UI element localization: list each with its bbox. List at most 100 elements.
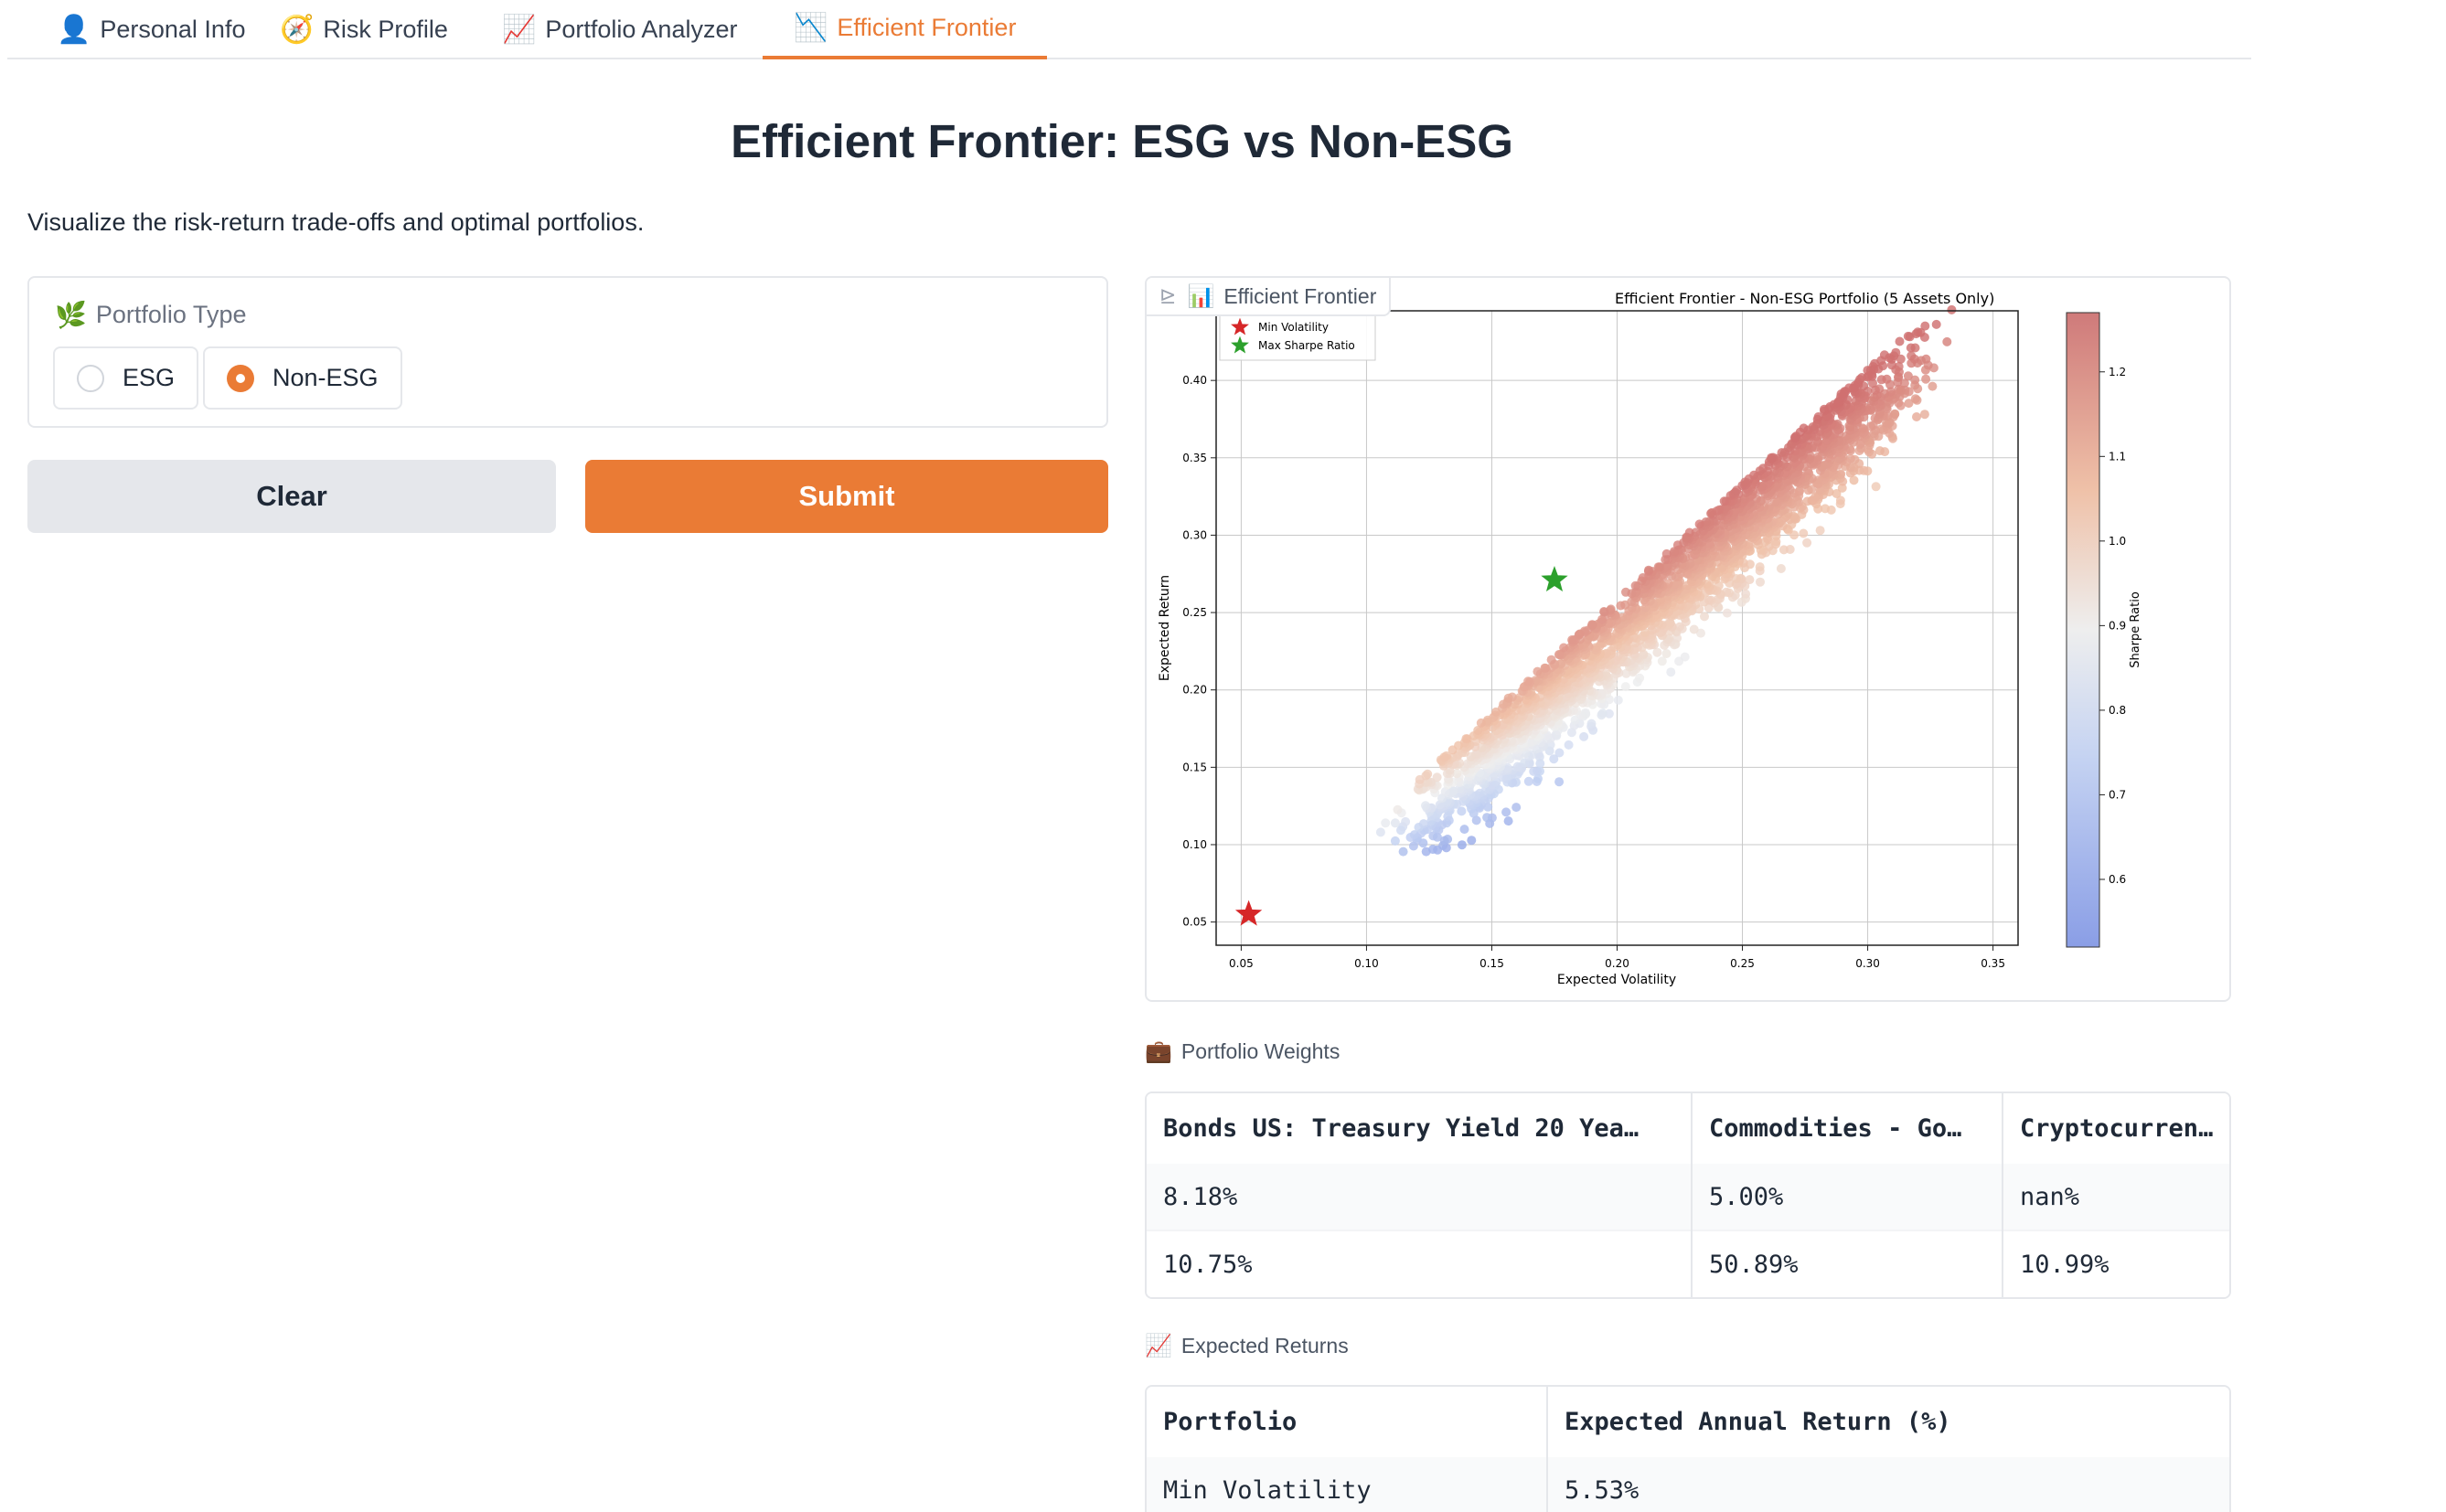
scatter-point [1837,483,1847,493]
x-axis-label: Expected Volatility [1557,973,1676,987]
scatter-point [1644,565,1653,575]
scatter-point [1680,652,1690,662]
scatter-point [1467,836,1477,846]
portfolio-type-label: 🌿 Portfolio Type [55,300,246,330]
scatter-point [1776,564,1786,573]
scatter-point [1491,707,1501,717]
y-tick-label: 0.30 [1182,528,1207,541]
legend-label: Min Volatility [1258,321,1329,334]
chart-title: Efficient Frontier - Non-ESG Portfolio (… [1615,290,1994,307]
scatter-point [1942,336,1952,346]
tab-portfolio-analyzer[interactable]: 📈 Portfolio Analyzer [471,0,768,59]
radio-esg[interactable]: ESG [53,346,199,410]
scatter-point [1666,667,1676,677]
scatter-point [1899,378,1909,389]
efficient-frontier-chart: Efficient Frontier - Non-ESG Portfolio (… [1158,290,2142,987]
table-cell[interactable]: 5.00% [1692,1164,2003,1230]
colorbar-tick-label: 0.6 [2109,873,2126,886]
table-cell[interactable]: 8.18% [1147,1164,1693,1230]
scatter-point [1616,601,1626,611]
colorbar-tick-label: 0.7 [2109,788,2126,801]
table-header[interactable]: Portfolio [1147,1387,1548,1457]
table-header[interactable]: Bonds US: Treasury Yield 20 Yea… [1147,1093,1693,1164]
scatter-point [1931,319,1941,329]
scatter-point [1836,389,1846,399]
scatter-point [1832,489,1842,498]
scatter-point [1621,587,1630,597]
expected-returns-label: 📈 Expected Returns [1145,1333,1349,1359]
scatter-point [1418,819,1428,829]
scatter-point [1661,649,1672,658]
tab-risk-profile[interactable]: 🧭 Risk Profile [249,0,479,59]
scatter-point [1707,507,1717,517]
scatter-point [1865,421,1875,431]
scatter-point [1554,777,1565,787]
scatter-point [1401,816,1411,826]
chart-up-icon: 📈 [1145,1334,1172,1358]
page-subtitle: Visualize the risk-return trade-offs and… [27,208,645,236]
plot-label: ⊵ 📊 Efficient Frontier [1147,278,1392,316]
tab-label: Personal Info [100,16,246,43]
table-cell[interactable]: 50.89% [1692,1230,2003,1297]
x-tick-label: 0.25 [1730,957,1755,970]
x-tick-label: 0.20 [1605,957,1629,970]
scatter-point [1912,412,1921,421]
scatter-point [1845,453,1855,463]
portfolio-type-label-text: Portfolio Type [95,301,247,328]
table-cell[interactable]: 10.75% [1147,1230,1693,1297]
tab-personal-info[interactable]: 👤 Personal Info [26,0,276,59]
scatter-point [1512,761,1522,772]
scatter-point [1432,772,1442,783]
table-cell[interactable]: nan% [2003,1164,2229,1230]
scatter-point [1913,327,1923,337]
table-cell[interactable]: Min Volatility [1147,1457,1548,1512]
scatter-point [1849,475,1859,485]
scatter-point [1452,769,1462,779]
radio-non-esg[interactable]: Non-ESG [203,346,402,410]
scatter-point [1906,343,1916,353]
min-volatility-marker [1234,900,1263,926]
scatter-point [1835,495,1845,506]
scatter-point [1523,776,1533,786]
leaf-icon: 🌿 [55,301,87,329]
scatter-point [1661,548,1672,559]
portfolio-weights-label: 💼 Portfolio Weights [1145,1038,1340,1065]
radio-unchecked-icon[interactable] [77,364,104,392]
submit-button[interactable]: Submit [585,460,1108,533]
scatter-point [1696,628,1705,638]
scatter-point [1684,527,1694,538]
scatter-point [1471,815,1481,825]
table-header[interactable]: Cryptocurrency [2003,1093,2229,1164]
scatter-point [1767,453,1777,463]
radio-checked-icon[interactable] [227,364,254,392]
colorbar-tick-label: 1.0 [2109,535,2126,548]
scatter-point [1579,731,1589,741]
table-header[interactable]: Commodities - Go… [1692,1093,2003,1164]
scatter-point [1423,769,1433,779]
scatter-point [1457,806,1467,816]
radio-label: Non-ESG [272,364,379,391]
scatter-point [1514,693,1524,703]
table-row: 10.75% 50.89% 10.99% [1147,1230,2229,1297]
scatter-point [1870,358,1880,368]
expected-returns-label-text: Expected Returns [1180,1334,1349,1358]
x-tick-label: 0.35 [1981,957,2005,970]
scatter-point [1587,620,1597,630]
y-tick-label: 0.20 [1182,684,1207,697]
scatter-point [1778,545,1789,555]
scatter-point [1802,538,1812,548]
scatter-point [1559,643,1569,653]
scatter-point [1821,504,1830,514]
scatter-point [1428,831,1438,841]
colorbar-tick-label: 1.1 [2109,450,2126,463]
scatter-point [1672,540,1682,550]
table-cell[interactable]: 5.53% [1547,1457,2229,1512]
clear-button[interactable]: Clear [27,460,556,533]
scatter-point [1390,818,1400,828]
scatter-point [1863,366,1873,376]
tab-efficient-frontier[interactable]: 📉 Efficient Frontier [763,0,1048,59]
bar-chart-icon: 📊 [1187,283,1215,309]
table-cell[interactable]: 10.99% [2003,1230,2229,1297]
scatter-point [1381,818,1391,828]
table-header[interactable]: Expected Annual Return (%) [1547,1387,2229,1457]
